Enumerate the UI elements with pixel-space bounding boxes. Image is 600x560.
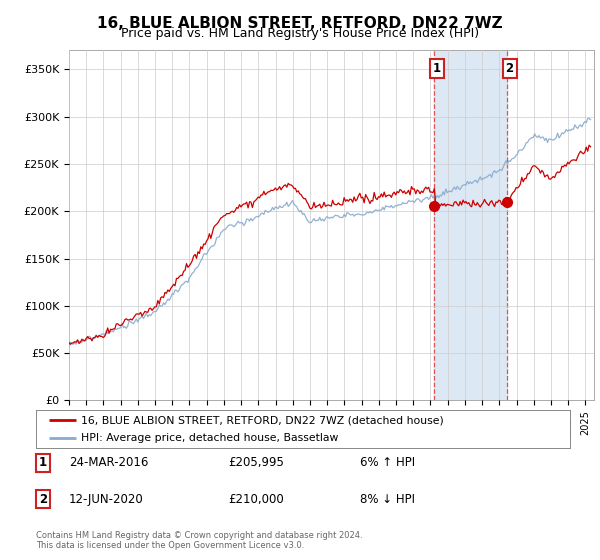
Text: 8% ↓ HPI: 8% ↓ HPI	[360, 493, 415, 506]
Text: £205,995: £205,995	[228, 456, 284, 469]
Text: 6% ↑ HPI: 6% ↑ HPI	[360, 456, 415, 469]
Text: 16, BLUE ALBION STREET, RETFORD, DN22 7WZ: 16, BLUE ALBION STREET, RETFORD, DN22 7W…	[97, 16, 503, 31]
Text: £210,000: £210,000	[228, 493, 284, 506]
Text: 12-JUN-2020: 12-JUN-2020	[69, 493, 144, 506]
Text: 24-MAR-2016: 24-MAR-2016	[69, 456, 148, 469]
Text: 2: 2	[506, 62, 514, 74]
Text: Price paid vs. HM Land Registry's House Price Index (HPI): Price paid vs. HM Land Registry's House …	[121, 27, 479, 40]
Text: 2: 2	[39, 493, 47, 506]
Text: 16, BLUE ALBION STREET, RETFORD, DN22 7WZ (detached house): 16, BLUE ALBION STREET, RETFORD, DN22 7W…	[82, 415, 444, 425]
Text: 1: 1	[433, 62, 441, 74]
Text: 1: 1	[39, 456, 47, 469]
Bar	[434, 50, 507, 400]
Text: Contains HM Land Registry data © Crown copyright and database right 2024.
This d: Contains HM Land Registry data © Crown c…	[36, 530, 362, 550]
Text: HPI: Average price, detached house, Bassetlaw: HPI: Average price, detached house, Bass…	[82, 433, 339, 443]
